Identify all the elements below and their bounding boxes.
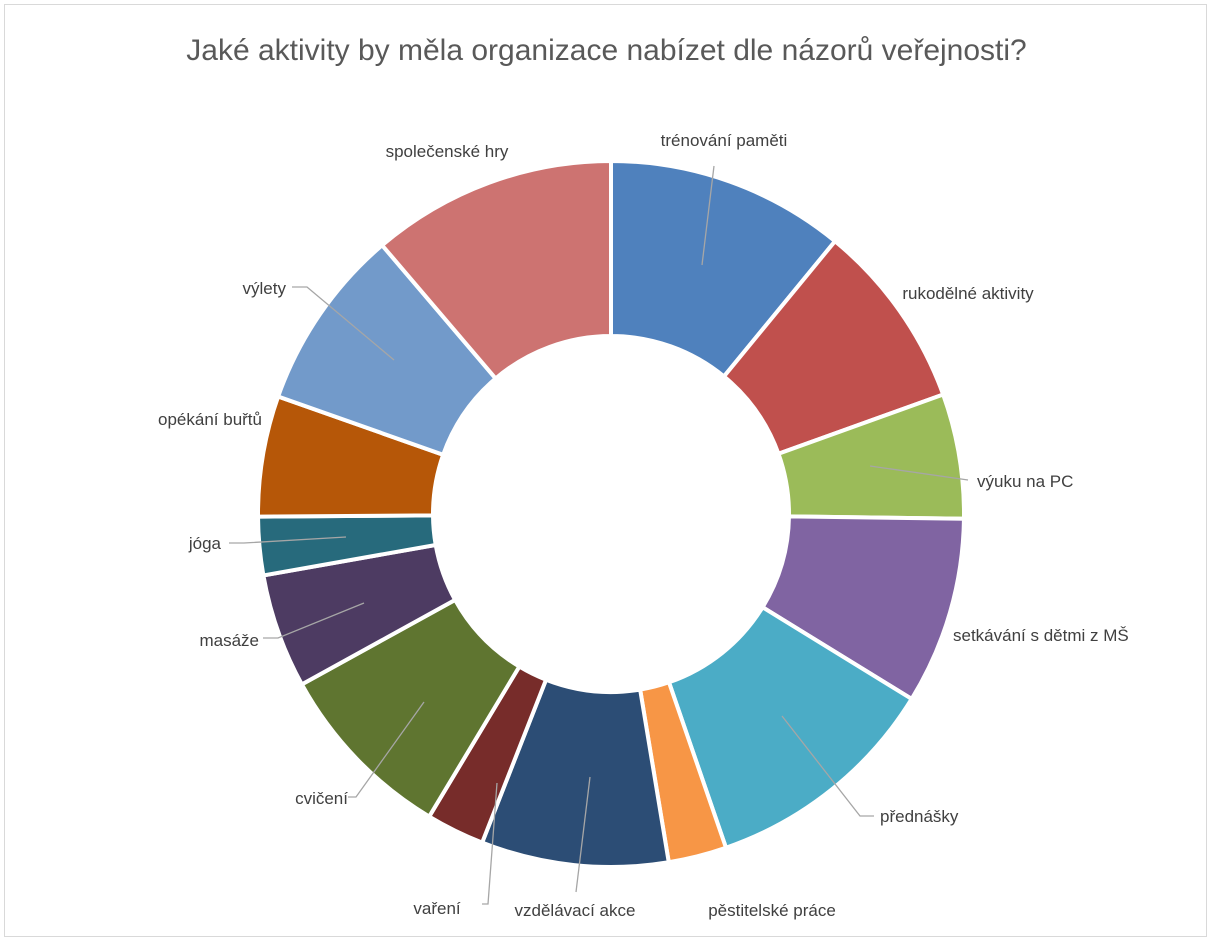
leader-line-4: [781, 715, 874, 817]
slice-label-5: pěstitelské práce: [708, 901, 836, 920]
slice-label-4: přednášky: [880, 807, 959, 826]
slice-label-2: výuku na PC: [977, 472, 1073, 491]
labels-group: trénování paměti rukodělné aktivity výuku …: [158, 131, 1129, 920]
slices-group: [255, 158, 966, 869]
leader-line-12: [292, 286, 395, 361]
slice-label-13: společenské hry: [386, 142, 509, 161]
leader-line-10: [229, 536, 347, 544]
slice-label-8: cvičení: [295, 789, 348, 808]
slice-label-3: setkávání s dětmi z MŠ: [953, 626, 1129, 645]
leader-line-2: [869, 465, 969, 481]
leader-line-0: [701, 165, 715, 266]
slice-label-6: vzdělávací akce: [515, 901, 636, 920]
leader-line-9: [263, 602, 365, 639]
slice-label-9: masáže: [199, 631, 259, 650]
leader-line-8: [348, 701, 425, 798]
slice-label-0: trénování paměti: [661, 131, 788, 150]
leader-line-7: [482, 782, 498, 905]
slice-label-12: výlety: [243, 279, 287, 298]
chart-title: Jaké aktivity by měla organizace nabízet…: [186, 34, 1027, 67]
slice-13: [379, 158, 613, 382]
slice-label-1: rukodělné aktivity: [902, 284, 1034, 303]
slice-label-11: opékání buřtů: [158, 410, 262, 429]
leader-lines-group: [229, 165, 969, 905]
slice-label-7: vaření: [413, 899, 461, 918]
slice-label-10: jóga: [188, 534, 222, 553]
leader-line-6: [575, 776, 591, 893]
